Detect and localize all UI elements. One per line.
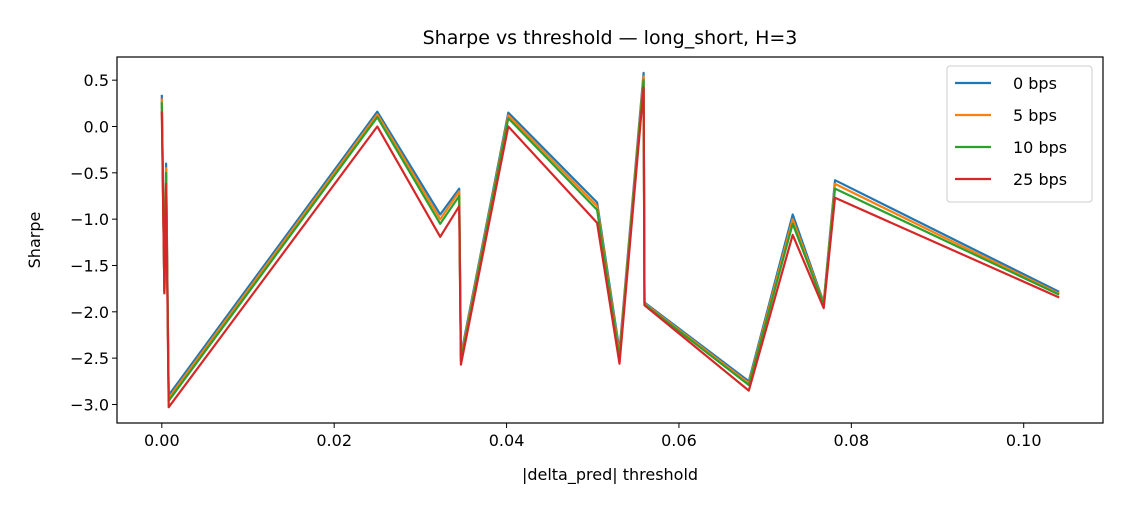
x-tick-label: 0.00 xyxy=(144,431,180,450)
legend-label: 5 bps xyxy=(1013,106,1057,125)
legend-label: 10 bps xyxy=(1013,138,1067,157)
x-tick-label: 0.04 xyxy=(489,431,525,450)
series-line-10-bps xyxy=(160,79,1060,402)
x-tick-label: 0.02 xyxy=(316,431,352,450)
y-tick-label: 0.5 xyxy=(84,71,109,90)
series-line-25-bps xyxy=(160,86,1060,409)
legend-label: 25 bps xyxy=(1013,170,1067,189)
legend-label: 0 bps xyxy=(1013,74,1057,93)
y-tick-label: 0.0 xyxy=(84,117,109,136)
legend-box xyxy=(946,65,1093,203)
y-tick-label: −2.5 xyxy=(70,349,109,368)
legend: 0 bps 5 bps 10 bps 25 bps xyxy=(946,65,1093,203)
y-tick-label: −3.0 xyxy=(70,395,109,414)
chart-title: Sharpe vs threshold — long_short, H=3 xyxy=(423,27,798,49)
y-tick-label: −1.5 xyxy=(70,256,109,275)
y-tick-label: −1.0 xyxy=(70,210,109,229)
x-tick-label: 0.08 xyxy=(834,431,870,450)
y-axis-label: Sharpe xyxy=(25,212,44,269)
x-tick-label: 0.06 xyxy=(661,431,697,450)
y-tick-label: −2.0 xyxy=(70,303,109,322)
y-tick-label: −0.5 xyxy=(70,164,109,183)
plot-frame xyxy=(116,56,1104,424)
x-axis-label: |delta_pred| threshold xyxy=(522,465,698,485)
x-tick-label: 0.10 xyxy=(1006,431,1042,450)
